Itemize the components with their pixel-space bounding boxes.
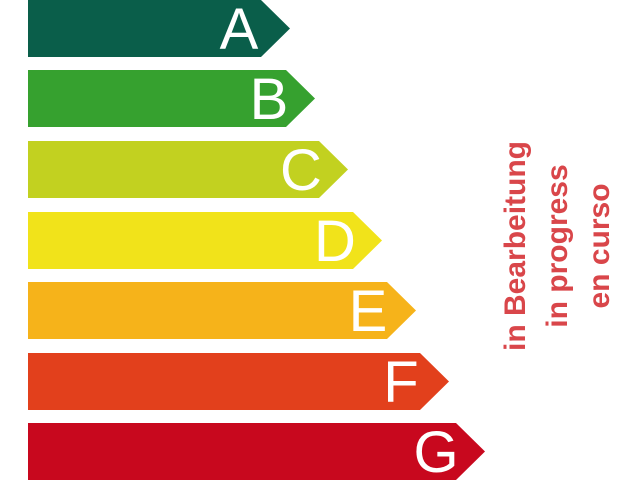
energy-class-f: F <box>28 350 449 415</box>
status-line-english: in progress <box>541 164 574 328</box>
status-text: in Bearbeitung in progress en curso <box>495 141 621 351</box>
class-arrow-bar <box>28 0 290 57</box>
class-letter: D <box>314 209 356 274</box>
class-arrow-bar <box>28 423 485 480</box>
class-letter: G <box>413 420 458 480</box>
class-letter: F <box>383 350 418 415</box>
class-arrow-bar <box>28 141 348 198</box>
energy-class-g: G <box>28 420 485 480</box>
energy-class-b: B <box>28 67 315 132</box>
status-line-spanish: en curso <box>583 183 616 309</box>
class-letter: B <box>250 67 289 132</box>
class-arrow-bar <box>28 282 416 339</box>
class-arrow-bar <box>28 70 315 127</box>
energy-class-d: D <box>28 209 382 274</box>
energy-class-a: A <box>28 0 290 62</box>
energy-class-e: E <box>28 279 416 344</box>
class-arrow-bar <box>28 353 449 410</box>
class-letter: C <box>280 138 322 203</box>
class-letter: A <box>220 0 259 62</box>
class-arrow-bar <box>28 212 382 269</box>
energy-class-c: C <box>28 138 348 203</box>
status-line-german: in Bearbeitung <box>499 140 532 352</box>
class-letter: E <box>349 279 388 344</box>
